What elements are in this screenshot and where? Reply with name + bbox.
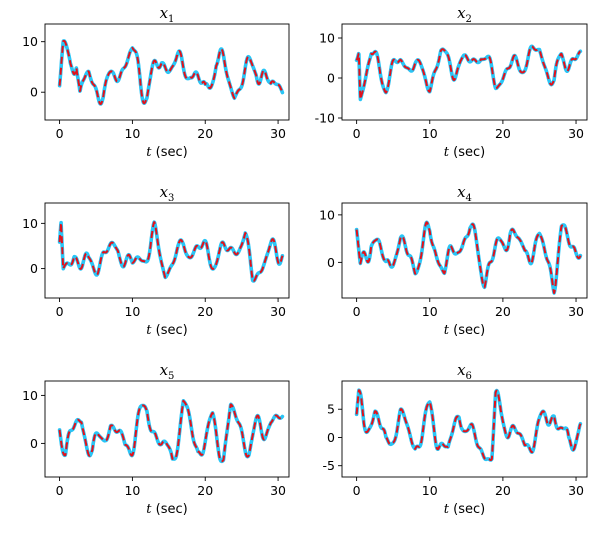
x-tick-label: 20: [197, 483, 213, 498]
subplot-title: x4: [457, 183, 472, 204]
subplot-x3: 0 10 20 30 0 10 x3 t (sec): [22, 183, 290, 338]
series-line-true: [354, 388, 583, 462]
y-tick-label: 0: [327, 71, 335, 86]
y-tick-label: 0: [30, 436, 38, 451]
axes-frame: [341, 202, 588, 299]
y-tick-label: 0: [327, 255, 335, 270]
x-tick-label: 20: [495, 126, 511, 141]
y-tick-label: 10: [319, 207, 335, 222]
x-tick-label: 30: [568, 304, 584, 319]
y-tick-label: 5: [327, 402, 335, 417]
y-tick-label: 10: [22, 34, 38, 49]
axes-frame: [341, 380, 588, 478]
y-tick-label: 0: [30, 85, 38, 100]
subplot-title: x6: [457, 361, 472, 382]
series-line-estimate: [355, 389, 582, 461]
y-tick-label: 10: [319, 31, 335, 46]
y-tick-label: 0: [327, 430, 335, 445]
x-tick-label: 0: [353, 483, 361, 498]
x-tick-label: 0: [56, 126, 64, 141]
subplot-x2: 0 10 20 30 -10 0 10 x2 t (sec): [315, 4, 588, 160]
subplot-title: x3: [160, 183, 175, 204]
series-line-estimate: [355, 221, 582, 294]
x-tick-label: 10: [124, 304, 140, 319]
series-line-estimate: [58, 221, 284, 282]
y-tick-label: 0: [30, 261, 38, 276]
y-tick-label: -10: [315, 111, 335, 126]
x-tick-label: 30: [568, 483, 584, 498]
series-line-estimate: [355, 45, 582, 101]
x-tick-label: 30: [270, 126, 286, 141]
x-tick-label: 30: [270, 304, 286, 319]
series-line-true: [57, 39, 285, 106]
x-tick-label: 10: [422, 304, 438, 319]
x-tick-label: 30: [270, 483, 286, 498]
axes-frame: [44, 23, 290, 121]
subplot-title: x2: [457, 4, 472, 25]
y-tick-label: 10: [22, 216, 38, 231]
x-tick-label: 10: [124, 483, 140, 498]
x-axis-label: t (sec): [146, 323, 187, 338]
x-tick-label: 20: [495, 483, 511, 498]
x-tick-label: 0: [353, 304, 361, 319]
series-line-true: [57, 399, 285, 464]
x-tick-label: 20: [197, 304, 213, 319]
axes-frame: [44, 380, 290, 478]
x-tick-label: 20: [495, 304, 511, 319]
x-tick-label: 10: [124, 126, 140, 141]
subplot-title: x1: [160, 4, 175, 25]
x-tick-label: 10: [422, 483, 438, 498]
x-tick-label: 10: [422, 126, 438, 141]
x-tick-label: 20: [197, 126, 213, 141]
x-axis-label: t (sec): [444, 502, 485, 517]
axes-frame: [341, 23, 588, 121]
x-axis-label: t (sec): [444, 145, 485, 160]
subplot-x4: 0 10 20 30 0 10 x4 t (sec): [319, 183, 588, 338]
subplot-x1: 0 10 20 30 0 10 x1 t (sec): [22, 4, 290, 160]
x-tick-label: 0: [56, 483, 64, 498]
x-axis-label: t (sec): [146, 502, 187, 517]
x-tick-label: 0: [353, 126, 361, 141]
y-tick-label: 10: [22, 388, 38, 403]
y-tick-label: -5: [323, 458, 335, 473]
series-line-estimate: [58, 39, 284, 105]
axes-frame: [44, 202, 290, 299]
x-axis-label: t (sec): [146, 145, 187, 160]
x-tick-label: 30: [568, 126, 584, 141]
x-axis-label: t (sec): [444, 323, 485, 338]
x-tick-label: 0: [56, 304, 64, 319]
subplot-x5: 0 10 20 30 0 10 x5 t (sec): [22, 361, 290, 517]
subplot-title: x5: [160, 361, 175, 382]
subplot-x6: 0 10 20 30 -5 0 5 x6 t (sec): [323, 361, 588, 517]
